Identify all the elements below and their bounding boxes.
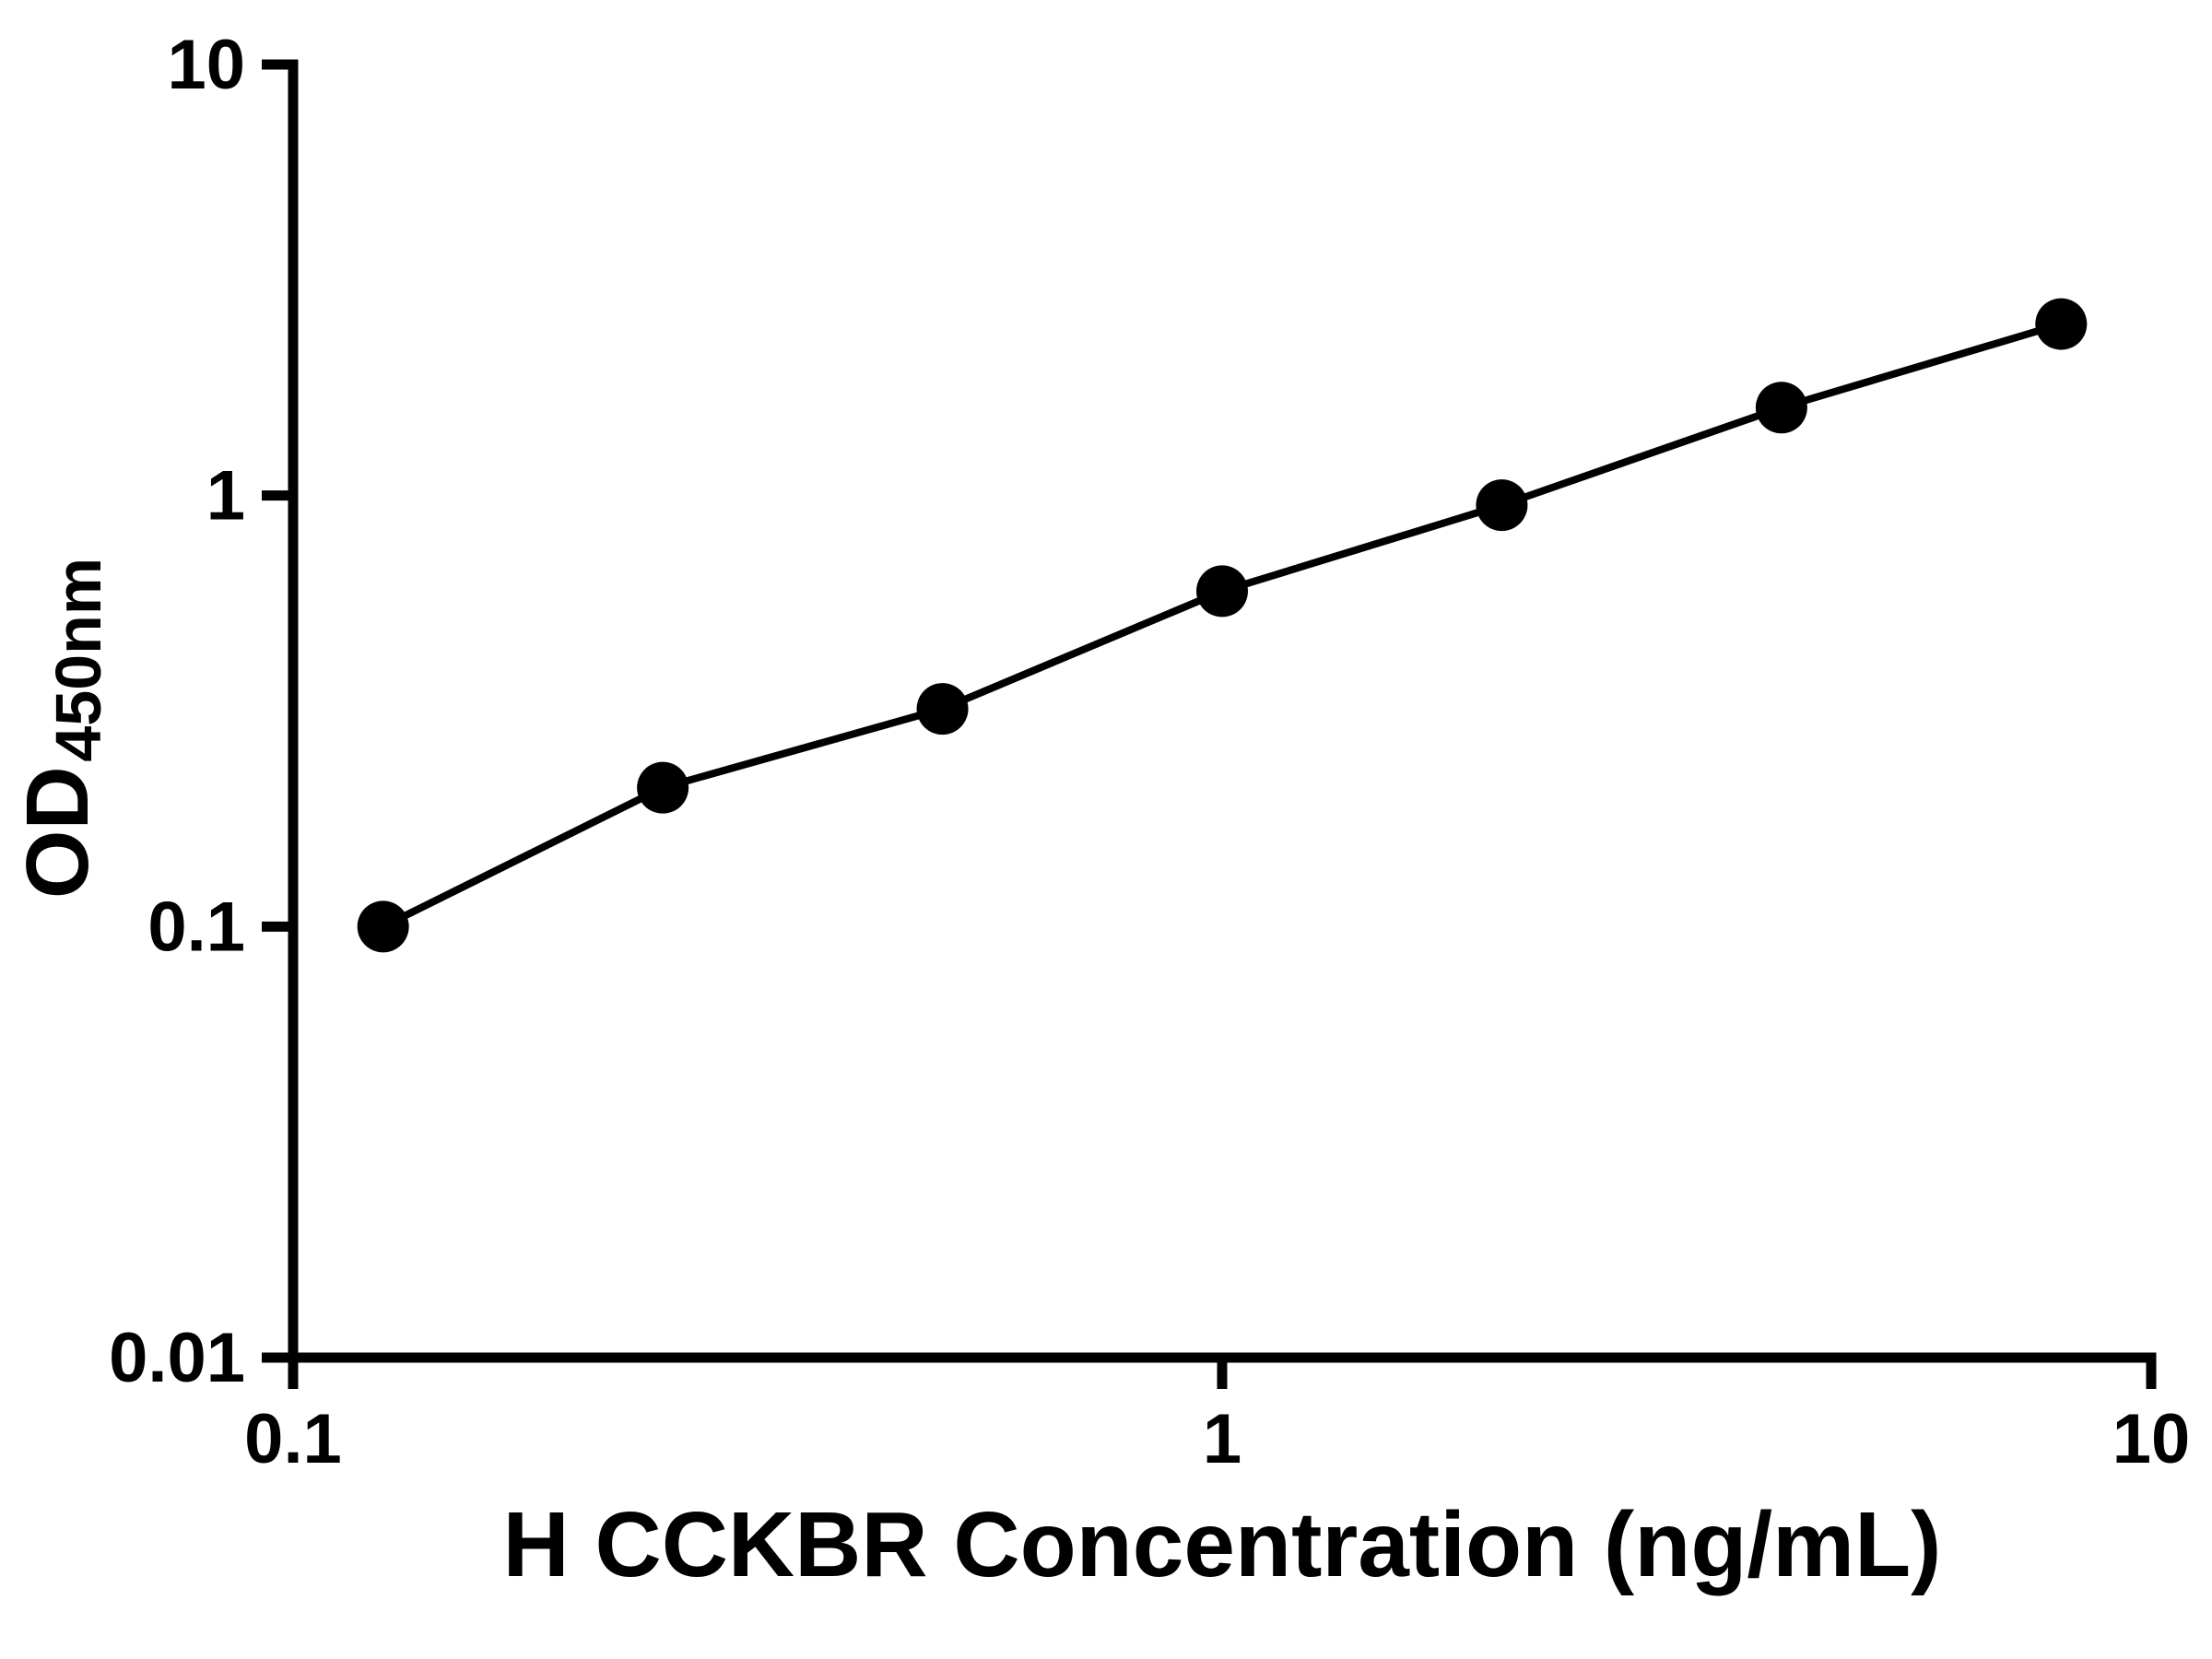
data-point [637,761,689,814]
data-series [357,298,2088,953]
y-axis-label-main: OD [8,766,107,899]
data-point [357,900,409,953]
y-tick-label: 10 [167,26,245,104]
data-point [1476,479,1528,532]
x-tick-label: 10 [2112,1400,2191,1478]
x-axis-label: H CCKBR Concentration (ng/mL) [503,1493,1942,1596]
x-tick-label: 1 [1203,1400,1241,1478]
y-axis-label: OD 450nm [8,558,114,899]
axis-spine [288,59,2157,1363]
data-point [1196,565,1248,618]
axes [262,59,2157,1389]
y-axis-label-subscript: 450nm [42,558,114,762]
y-tick-label: 0.01 [109,1319,245,1397]
y-tick-label: 0.1 [147,888,245,966]
data-point [2035,298,2088,350]
y-tick-label: 1 [206,457,245,535]
data-point [1755,382,1807,434]
x-tick-label: 0.1 [244,1400,342,1478]
curve-line [381,320,2063,930]
data-point [916,683,969,735]
